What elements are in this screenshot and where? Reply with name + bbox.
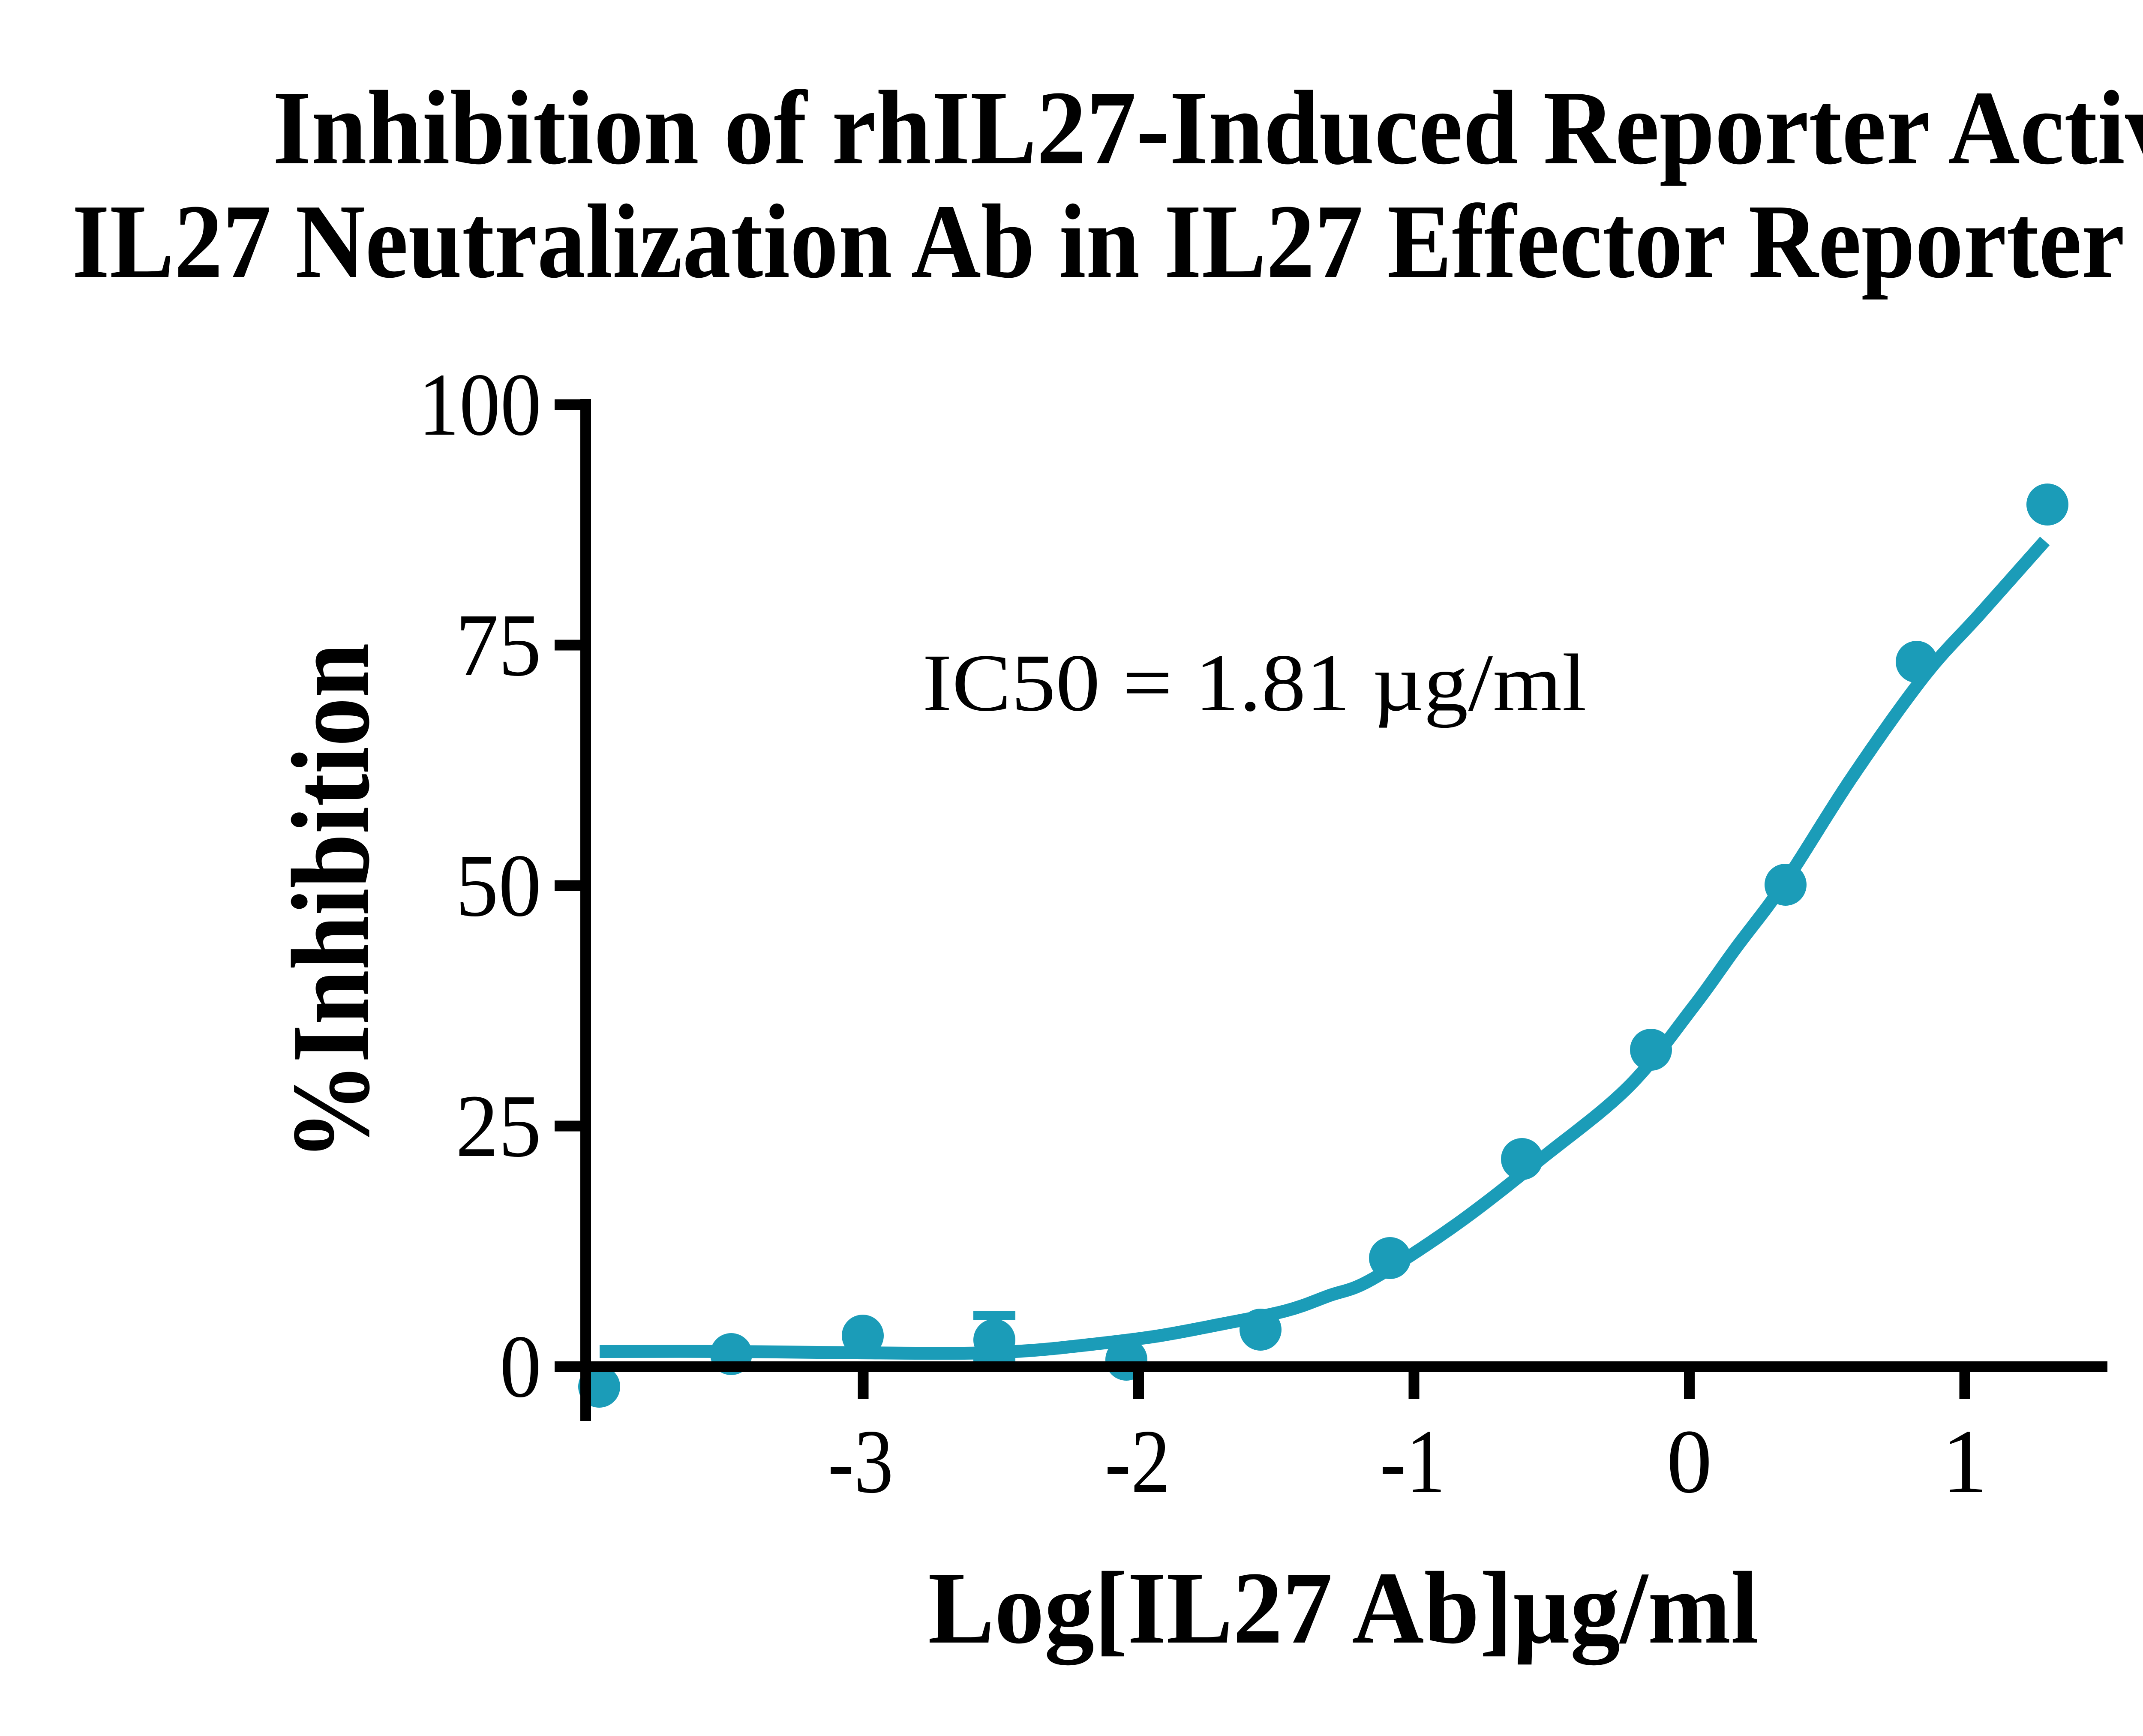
svg-text:Inhibition of rhIL27-Induced R: Inhibition of rhIL27-Induced Reporter Ac… [273,69,2143,186]
svg-text:%Inhibition: %Inhibition [269,643,393,1161]
svg-text:Log[IL27 Ab]µg/ml: Log[IL27 Ab]µg/ml [928,1551,1759,1665]
svg-text:0: 0 [500,1317,541,1416]
svg-text:IC50 = 1.81 µg/ml: IC50 = 1.81 µg/ml [922,638,1587,728]
svg-text:25: 25 [456,1077,541,1176]
svg-text:50: 50 [456,836,541,935]
svg-text:0: 0 [1666,1411,1712,1512]
svg-text:-3: -3 [828,1411,894,1512]
svg-text:IL27 Neutralization Ab in IL27: IL27 Neutralization Ab in IL27 Effector … [72,183,2143,300]
svg-text:1: 1 [1942,1411,1988,1512]
svg-text:100: 100 [418,355,541,454]
svg-text:75: 75 [456,596,541,695]
svg-text:-1: -1 [1380,1411,1446,1512]
svg-text:-2: -2 [1105,1411,1171,1512]
